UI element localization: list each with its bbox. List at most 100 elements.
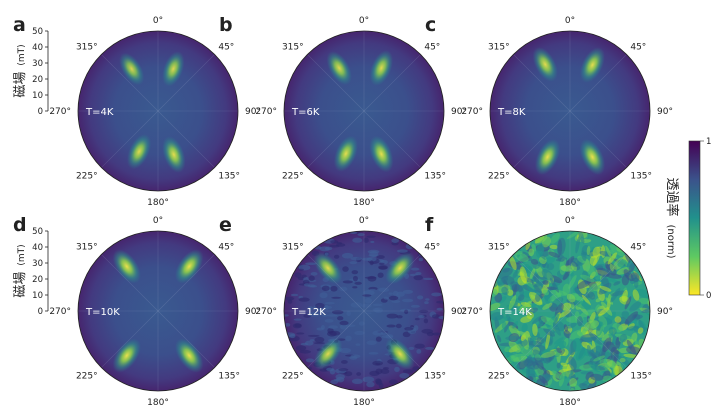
noise-speckle <box>566 231 582 240</box>
noise-speckle <box>423 318 429 324</box>
noise-speckle <box>621 310 630 319</box>
grid-spoke <box>157 110 215 168</box>
noise-speckle <box>363 237 369 243</box>
angle-tick-label: 225° <box>282 171 304 181</box>
panel-label: c <box>425 14 436 36</box>
noise-speckle <box>402 369 414 374</box>
temperature-label: T=6K <box>291 107 320 118</box>
grid-spoke <box>363 310 421 368</box>
noise-speckle <box>362 376 375 383</box>
noise-speckle <box>523 307 539 316</box>
noise-speckle <box>585 264 598 277</box>
colorbar-title: 透過率 (norm) <box>664 178 680 259</box>
noise-speckle <box>438 315 444 320</box>
noise-speckle <box>305 358 315 363</box>
angle-tick-label: 90° <box>451 107 467 117</box>
grid-spoke <box>363 110 421 168</box>
noise-speckle <box>341 252 354 259</box>
panel-label: b <box>219 14 233 36</box>
lobe <box>162 51 185 87</box>
noise-speckle <box>324 301 335 305</box>
noise-speckle <box>364 276 377 279</box>
noise-speckle <box>419 309 429 313</box>
noise-speckle <box>588 291 596 300</box>
noise-speckle <box>545 331 551 350</box>
noise-speckle <box>363 289 375 296</box>
angle-tick-label: 315° <box>76 43 98 53</box>
noise-speckle <box>544 292 551 305</box>
noise-speckle <box>378 262 385 265</box>
noise-speckle <box>580 333 598 343</box>
noise-speckle <box>369 288 377 291</box>
noise-speckle <box>314 336 325 343</box>
noise-speckle <box>408 346 415 350</box>
noise-speckle <box>308 275 315 282</box>
disc-border <box>489 30 651 192</box>
radial-tick-label: 20 <box>32 275 43 285</box>
noise-speckle <box>375 368 383 375</box>
noise-speckle <box>357 233 365 237</box>
noise-speckle <box>637 327 644 334</box>
grid-spoke <box>157 254 215 312</box>
panel-b: 0° 45° 90° 135° 180° 225° 270° 315° b T=6K <box>219 14 467 208</box>
noise-speckle <box>349 261 358 265</box>
angle-tick-label: 135° <box>218 371 240 381</box>
noise-speckle <box>298 268 304 271</box>
noise-speckle <box>342 266 349 272</box>
noise-speckle <box>284 296 295 301</box>
grid-spoke <box>513 110 571 168</box>
noise-speckle <box>535 243 545 258</box>
noise-speckle <box>361 257 373 261</box>
noise-speckle <box>301 274 307 278</box>
noise-speckle <box>328 325 338 329</box>
noise-speckle <box>561 302 572 311</box>
noise-speckle <box>296 332 305 335</box>
noise-speckle <box>566 322 577 329</box>
noise-speckle <box>425 346 435 350</box>
radial-tick-label: 50 <box>32 27 43 37</box>
noise-speckle <box>351 378 363 385</box>
noise-speckle <box>590 373 604 381</box>
panel-label: d <box>13 214 27 236</box>
noise-speckle <box>558 371 565 387</box>
lobe <box>579 138 606 176</box>
noise-speckle <box>532 323 538 337</box>
disc-background <box>78 31 238 191</box>
noise-speckle <box>604 311 616 325</box>
angle-tick-label: 315° <box>282 243 304 253</box>
radial-axis-title: 磁場 (mT) <box>13 244 28 297</box>
noise-speckle <box>550 289 568 296</box>
noise-speckle <box>624 311 639 325</box>
noise-speckle <box>576 279 592 289</box>
noise-speckle <box>568 275 577 290</box>
noise-speckle <box>591 345 602 357</box>
noise-speckle <box>552 322 561 336</box>
noise-speckle <box>378 266 388 270</box>
angle-tick-label: 270° <box>255 307 277 317</box>
lobe <box>385 252 415 285</box>
lobe <box>333 135 358 172</box>
noise-speckle <box>504 346 511 353</box>
colorbar-unit: (norm) <box>665 225 676 259</box>
noise-speckle <box>358 321 365 326</box>
noise-speckle <box>402 298 414 303</box>
noise-speckle <box>593 355 606 362</box>
noise-speckle <box>361 303 372 308</box>
radial-tick-label: 40 <box>32 243 43 253</box>
noise-speckle <box>302 279 310 285</box>
noise-speckle <box>404 309 409 315</box>
angle-tick-label: 270° <box>49 307 71 317</box>
lobe <box>175 249 204 284</box>
noise-speckle <box>350 302 363 308</box>
grid-spoke <box>363 54 421 112</box>
noise-speckle <box>508 340 521 353</box>
disc-border <box>77 30 239 192</box>
noise-speckle <box>543 327 555 337</box>
noise-speckle <box>380 331 387 336</box>
noise-speckle <box>324 246 333 251</box>
grid-spoke <box>101 110 159 168</box>
noise-speckle <box>297 276 305 281</box>
radial-axis-title: 磁場 (mT) <box>13 44 28 97</box>
lobe <box>369 50 394 86</box>
noise-speckle <box>556 347 563 354</box>
